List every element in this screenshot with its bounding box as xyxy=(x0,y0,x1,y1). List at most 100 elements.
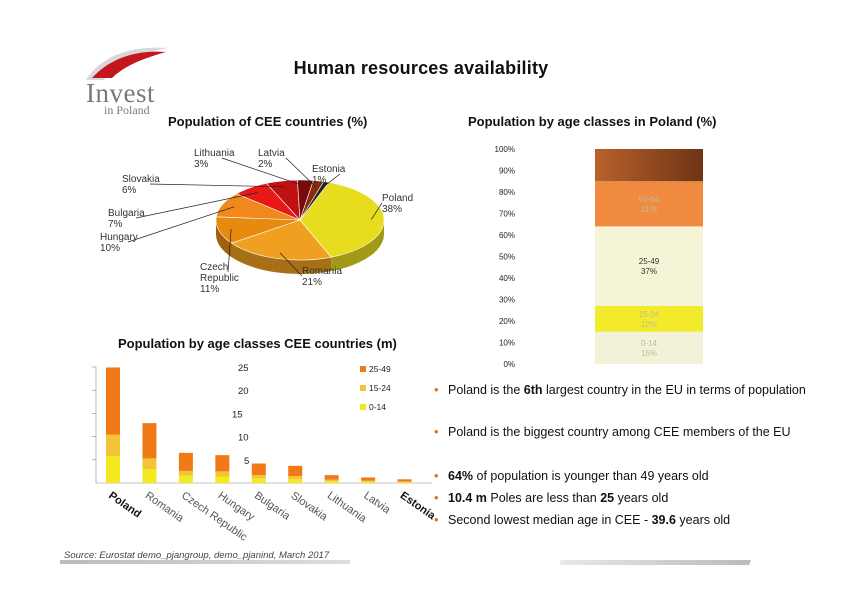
poland-bar-label-50-64-0: 50-64 xyxy=(639,195,660,204)
cee-ytick-3: 20 xyxy=(238,386,249,397)
cee-xlabel-bulgaria: Bulgaria xyxy=(252,490,293,523)
cee-bar-hungary-25-49 xyxy=(215,455,230,472)
poland-ytick-0: 0% xyxy=(503,360,515,369)
page-title: Human resources availability xyxy=(293,58,549,78)
cee-bar-lithuania-25-49 xyxy=(324,475,339,480)
bullet-dot-icon: • xyxy=(434,382,439,397)
pie-leader-bulgaria xyxy=(135,192,258,219)
poland-bar-25-49 xyxy=(595,226,703,306)
bullet-text: 39.6 xyxy=(651,513,676,527)
bullet-text: 6th xyxy=(523,383,543,397)
poland-ytick-7: 70% xyxy=(499,210,515,219)
poland-bar-label-15-24-0: 15-24 xyxy=(639,310,660,319)
cee-bar-latvia-25-49 xyxy=(361,477,376,481)
cee-bar-estonia-25-49 xyxy=(397,479,412,482)
cee-bar-lithuania-0-14 xyxy=(324,481,339,483)
cee-bar-czech-republic-25-49 xyxy=(178,452,193,471)
bullet-dot-icon: • xyxy=(434,512,439,527)
logo-subtext: in Poland xyxy=(104,103,150,117)
bullet-dot-icon: • xyxy=(434,490,439,505)
cee-bar-romania-15-24 xyxy=(142,458,157,470)
bullet-text: 64% xyxy=(448,469,474,483)
cee-bar-bulgaria-0-14 xyxy=(251,478,266,483)
cee-xlabel-lithuania: Lithuania xyxy=(325,490,369,526)
pie-label-estonia: Estonia 1% xyxy=(312,164,346,186)
pie-slice-romania xyxy=(230,219,332,261)
bullet-text: of population is younger than 49 years o… xyxy=(473,469,709,483)
pie-leader-lithuania xyxy=(221,157,305,187)
cee-bar-hungary-0-14 xyxy=(215,476,230,483)
logo-swoosh-icon xyxy=(86,47,168,80)
cee-bar-romania-0-14 xyxy=(142,469,157,483)
poland-bar-50-64 xyxy=(595,181,703,227)
cee-legend-label-25-49: 25-49 xyxy=(369,364,391,374)
pie-label-poland: Poland 38% xyxy=(382,193,414,215)
logo-wordmark: Invest xyxy=(86,78,155,108)
poland-bar-65 xyxy=(595,149,703,182)
bullet-text: Poland is the biggest country among CEE … xyxy=(448,425,791,439)
pie-label-hungary: Hungary 10% xyxy=(100,232,138,254)
cee-bar-czech-republic-0-14 xyxy=(178,475,193,483)
cee-bar-bulgaria-25-49 xyxy=(251,463,266,476)
cee-ytick-0: 5 xyxy=(244,456,249,467)
pie-label-czech-republic: Czech Republic 11% xyxy=(200,262,239,295)
bullet-item: • 64% of population is younger than 49 ye… xyxy=(430,468,830,484)
poland-bar-0-14 xyxy=(595,331,703,364)
cee-bar-lithuania-15-24 xyxy=(324,479,339,482)
cee-xlabel-poland: Poland xyxy=(106,490,143,521)
cee-bar-bulgaria-15-24 xyxy=(251,475,266,479)
poland-ytick-8: 80% xyxy=(499,188,515,197)
poland-ytick-9: 90% xyxy=(499,167,515,176)
cee-ytick-2: 15 xyxy=(232,409,243,420)
pie-label-romania: Romania 21% xyxy=(302,266,343,288)
cee-xlabel-romania: Romania xyxy=(143,490,187,526)
pie-leader-slovakia xyxy=(149,183,285,188)
cee-bar-romania-25-49 xyxy=(142,423,157,459)
poland-bar-label-0-14-1: 15% xyxy=(641,349,657,358)
cee-bar-slovakia-15-24 xyxy=(288,476,303,480)
bullet-text: 10.4 m xyxy=(448,491,487,505)
pie-leader-estonia xyxy=(322,173,341,188)
poland-bar-label-50-64-1: 21% xyxy=(641,205,657,214)
bullet-text: years old xyxy=(675,513,731,527)
poland-ytick-4: 40% xyxy=(499,274,515,283)
cee-legend-swatch-15-24 xyxy=(360,385,366,391)
poland-age-chart: 0% 10% 20% 30% 40% 50% 60% 70% 80% 90% 100% 0-1415%… xyxy=(495,145,703,369)
bullet-item: • Second lowest median age in CEE - 39.6 … xyxy=(430,512,830,528)
pie-leader-poland xyxy=(371,202,383,220)
cee-xlabel-slovakia: Slovakia xyxy=(289,490,331,524)
poland-ytick-6: 60% xyxy=(499,231,515,240)
pie-leader-hungary xyxy=(127,206,235,243)
cee-legend-swatch-25-49 xyxy=(360,366,366,372)
poland-ytick-2: 20% xyxy=(499,317,515,326)
cee-bar-latvia-0-14 xyxy=(361,481,376,483)
cee-ytick-1: 10 xyxy=(238,433,249,444)
pie-label-lithuania: Lithuania 3% xyxy=(194,148,235,170)
bullet-text: 25 xyxy=(600,491,615,505)
poland-bar-label-15-24-1: 12% xyxy=(641,320,657,329)
cee-bar-poland-25-49 xyxy=(106,367,120,435)
poland-bar-label-0-14-0: 0-14 xyxy=(641,339,658,348)
bullet-text: years old xyxy=(614,491,669,505)
bullet-text: largest country in the EU in terms of po… xyxy=(542,383,806,397)
pie-chart xyxy=(127,157,385,277)
poland-ytick-10: 100% xyxy=(495,145,515,154)
footer-line-right xyxy=(559,560,751,565)
cee-legend-swatch-0-14 xyxy=(360,404,366,410)
bullet-item: • Poland is the 6th largest country in th… xyxy=(430,382,830,398)
pie-slice-poland xyxy=(299,182,385,258)
pie-leader-latvia xyxy=(285,157,317,188)
poland-ytick-3: 30% xyxy=(499,296,515,305)
pie-side-czech-republic xyxy=(216,220,232,258)
cee-xlabel-czech-republic: Czech Republic xyxy=(179,490,249,544)
pie-side-poland xyxy=(331,220,384,272)
pie-label-latvia: Latvia 2% xyxy=(258,148,285,170)
cee-bar-latvia-15-24 xyxy=(361,480,376,482)
cee-bar-slovakia-25-49 xyxy=(288,465,303,477)
cee-bar-hungary-15-24 xyxy=(215,471,230,477)
cee-bar-poland-15-24 xyxy=(106,434,120,457)
cee-ytick-4: 25 xyxy=(238,363,249,374)
pie-chart-title: Population of CEE countries (%) xyxy=(168,114,368,129)
bullet-text: Poland is the xyxy=(448,383,524,397)
